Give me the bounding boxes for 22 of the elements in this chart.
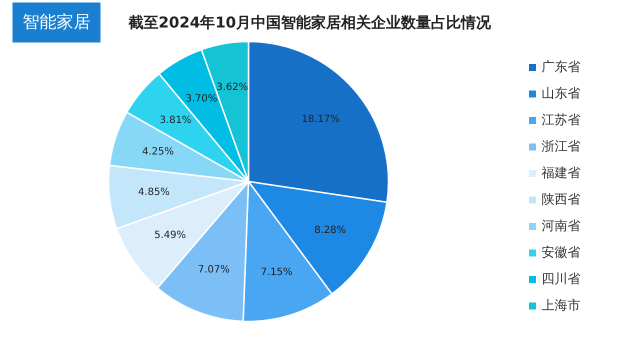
legend-label: 广东省 (542, 60, 580, 75)
legend-label: 上海市 (542, 298, 580, 314)
data-label: 4.25% (142, 146, 174, 158)
text: 智能家居 (22, 12, 90, 32)
legend-label: 山东省 (542, 86, 580, 102)
data-label: 7.07% (198, 264, 230, 276)
data-label: 7.15% (260, 266, 293, 278)
data-label: 8.28% (314, 225, 346, 236)
legend-label: 河南省 (542, 219, 580, 234)
data-label: 3.70% (186, 93, 218, 104)
data-label: 5.49% (154, 230, 186, 242)
legend-label: 浙江省 (542, 140, 580, 154)
legend-label: 福建省 (542, 166, 580, 181)
data-label: 4.85% (138, 186, 170, 198)
data-label: 3.81% (160, 114, 192, 126)
legend-label: 四川省 (542, 272, 580, 287)
data-label: 18.17% (302, 114, 340, 125)
chart-title: 截至2024年10月中国智能家居相关企业数量占比情况 (128, 14, 492, 32)
data-label: 3.62% (216, 82, 248, 94)
legend-label: 陕西省 (542, 192, 580, 208)
legend-label: 江苏省 (542, 113, 580, 128)
legend-label: 安徽省 (542, 244, 580, 260)
